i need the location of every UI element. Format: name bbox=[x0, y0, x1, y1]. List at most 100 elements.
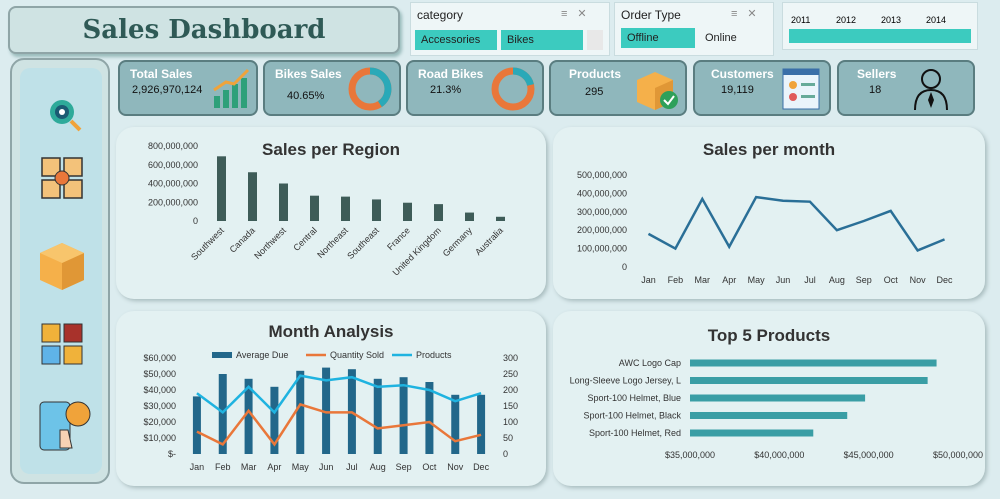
bar bbox=[217, 156, 226, 221]
y-tick-label: Sport-100 Helmet, Black bbox=[583, 411, 681, 421]
x-tick-label: Jul bbox=[804, 275, 816, 285]
order-online-chip[interactable]: Online bbox=[705, 32, 737, 44]
x-tick-label: Mar bbox=[695, 275, 711, 285]
x-tick-label: Jan bbox=[641, 275, 656, 285]
year-2014[interactable]: 2014 bbox=[926, 15, 947, 25]
x-tick-label: $50,000,000 bbox=[933, 450, 983, 460]
kpi-products-label: Products bbox=[569, 67, 622, 81]
sales-per-month-card: Sales per month 0 100,000,000 200,000,000 3… bbox=[553, 127, 985, 299]
top-products-card: Top 5 Products $35,000,000 $40,000,000 $45… bbox=[553, 311, 985, 486]
legend-swatch bbox=[212, 352, 232, 358]
bar bbox=[399, 377, 408, 454]
y-right-tick-label: 50 bbox=[503, 433, 513, 443]
year-timeline-bar[interactable] bbox=[789, 29, 971, 43]
slicer-scroll[interactable] bbox=[587, 30, 603, 50]
sales-per-region-title: Sales per Region bbox=[262, 140, 400, 159]
kpi-customers-value: 19,119 bbox=[721, 84, 754, 96]
bar bbox=[425, 382, 434, 454]
y-left-tick-label: $10,000 bbox=[143, 433, 176, 443]
kpi-road-bikes: Road Bikes 21.3% bbox=[406, 60, 544, 116]
package-icon[interactable] bbox=[40, 243, 84, 290]
year-2011[interactable]: 2011 bbox=[791, 15, 811, 25]
order-type-slicer[interactable]: Order Type ≡✕ Offline Online bbox=[614, 2, 774, 56]
year-2012[interactable]: 2012 bbox=[836, 15, 857, 25]
categories-icon[interactable] bbox=[41, 323, 83, 365]
bar bbox=[248, 172, 257, 221]
box-icon bbox=[637, 72, 678, 110]
page-title: Sales Dashboard bbox=[82, 15, 326, 45]
sales-line bbox=[647, 195, 946, 252]
y-tick-label: Long-Sleeve Logo Jersey, L bbox=[570, 376, 681, 386]
bar bbox=[403, 202, 412, 221]
x-tick-label: France bbox=[385, 225, 412, 252]
bar bbox=[310, 195, 319, 221]
bar bbox=[477, 394, 486, 454]
category-bikes-chip[interactable]: Bikes bbox=[501, 30, 583, 50]
x-tick-label: Oct bbox=[422, 462, 437, 472]
bar bbox=[296, 370, 305, 454]
sales-per-month-chart: 0 100,000,000 200,000,000 300,000,000 400,00… bbox=[577, 170, 953, 285]
analytics-icon[interactable] bbox=[50, 100, 82, 132]
x-tick-label: Jul bbox=[346, 462, 358, 472]
y-right-tick-label: 300 bbox=[503, 353, 518, 363]
kpi-total-sales-value: 2,926,970,124 bbox=[132, 84, 203, 96]
x-tick-label: Australia bbox=[473, 225, 505, 257]
x-tick-label: Germany bbox=[441, 225, 475, 259]
sales-per-region-card: Sales per Region 0 200,000,000 400,000,000… bbox=[116, 127, 546, 299]
x-tick-label: Dec bbox=[473, 462, 490, 472]
bar bbox=[372, 199, 381, 221]
legend-label: Quantity Sold bbox=[330, 350, 384, 360]
y-left-tick-label: $50,000 bbox=[143, 369, 176, 379]
y-tick-label: 100,000,000 bbox=[577, 244, 627, 254]
y-left-tick-label: $30,000 bbox=[143, 401, 176, 411]
top-products-title: Top 5 Products bbox=[707, 326, 831, 345]
y-tick-label: AWC Logo Cap bbox=[619, 358, 681, 368]
y-left-tick-label: $20,000 bbox=[143, 417, 176, 427]
sidebar bbox=[10, 58, 110, 484]
x-tick-label: Southwest bbox=[189, 225, 226, 262]
bar bbox=[279, 183, 288, 221]
y-left-tick-label: $60,000 bbox=[143, 353, 176, 363]
order-type-slicer-label: Order Type bbox=[621, 8, 681, 22]
x-tick-label: Southeast bbox=[345, 225, 381, 261]
kpi-products: Products 295 bbox=[549, 60, 687, 116]
order-offline-chip[interactable]: Offline bbox=[621, 28, 695, 48]
y-right-tick-label: 0 bbox=[503, 449, 508, 459]
year-2013[interactable]: 2013 bbox=[881, 15, 902, 25]
y-tick-label: Sport-100 Helmet, Red bbox=[589, 428, 681, 438]
bar bbox=[373, 378, 382, 454]
bar bbox=[244, 378, 253, 454]
y-tick-label: 600,000,000 bbox=[148, 160, 198, 170]
slicer-filter-icons[interactable]: ≡✕ bbox=[731, 8, 767, 20]
y-tick-label: 300,000,000 bbox=[577, 207, 627, 217]
category-slicer-label: category bbox=[417, 8, 464, 22]
shopping-icon[interactable] bbox=[39, 401, 91, 451]
bar bbox=[690, 377, 928, 384]
y-tick-label: 400,000,000 bbox=[148, 179, 198, 189]
bar bbox=[690, 359, 937, 367]
x-tick-label: Jun bbox=[319, 462, 334, 472]
x-tick-label: May bbox=[292, 462, 310, 472]
products-icon[interactable] bbox=[41, 157, 83, 199]
y-tick-label: 500,000,000 bbox=[577, 170, 627, 180]
year-timeline-slicer[interactable]: 2011 2012 2013 2014 bbox=[782, 2, 978, 50]
bar bbox=[218, 374, 227, 454]
x-tick-label: $40,000,000 bbox=[754, 450, 804, 460]
kpi-road-bikes-label: Road Bikes bbox=[418, 67, 484, 81]
y-right-tick-label: 150 bbox=[503, 401, 518, 411]
y-tick-label: 400,000,000 bbox=[577, 188, 627, 198]
y-left-tick-label: $- bbox=[168, 449, 176, 459]
y-tick-label: Sport-100 Helmet, Blue bbox=[587, 393, 681, 403]
y-tick-label: 200,000,000 bbox=[577, 225, 627, 235]
growth-chart-icon bbox=[213, 68, 250, 108]
slicer-filter-icons[interactable]: ≡✕ bbox=[561, 8, 597, 20]
legend-label: Products bbox=[416, 350, 452, 360]
category-slicer[interactable]: category ≡✕ Accessories Bikes bbox=[410, 2, 610, 56]
bar bbox=[496, 216, 505, 221]
road-bikes-donut bbox=[491, 67, 535, 111]
x-tick-label: $45,000,000 bbox=[844, 450, 894, 460]
sidebar-icons bbox=[39, 100, 91, 451]
series-line bbox=[196, 402, 482, 447]
category-accessories-chip[interactable]: Accessories bbox=[415, 30, 497, 50]
sales-per-month-title: Sales per month bbox=[702, 140, 836, 159]
